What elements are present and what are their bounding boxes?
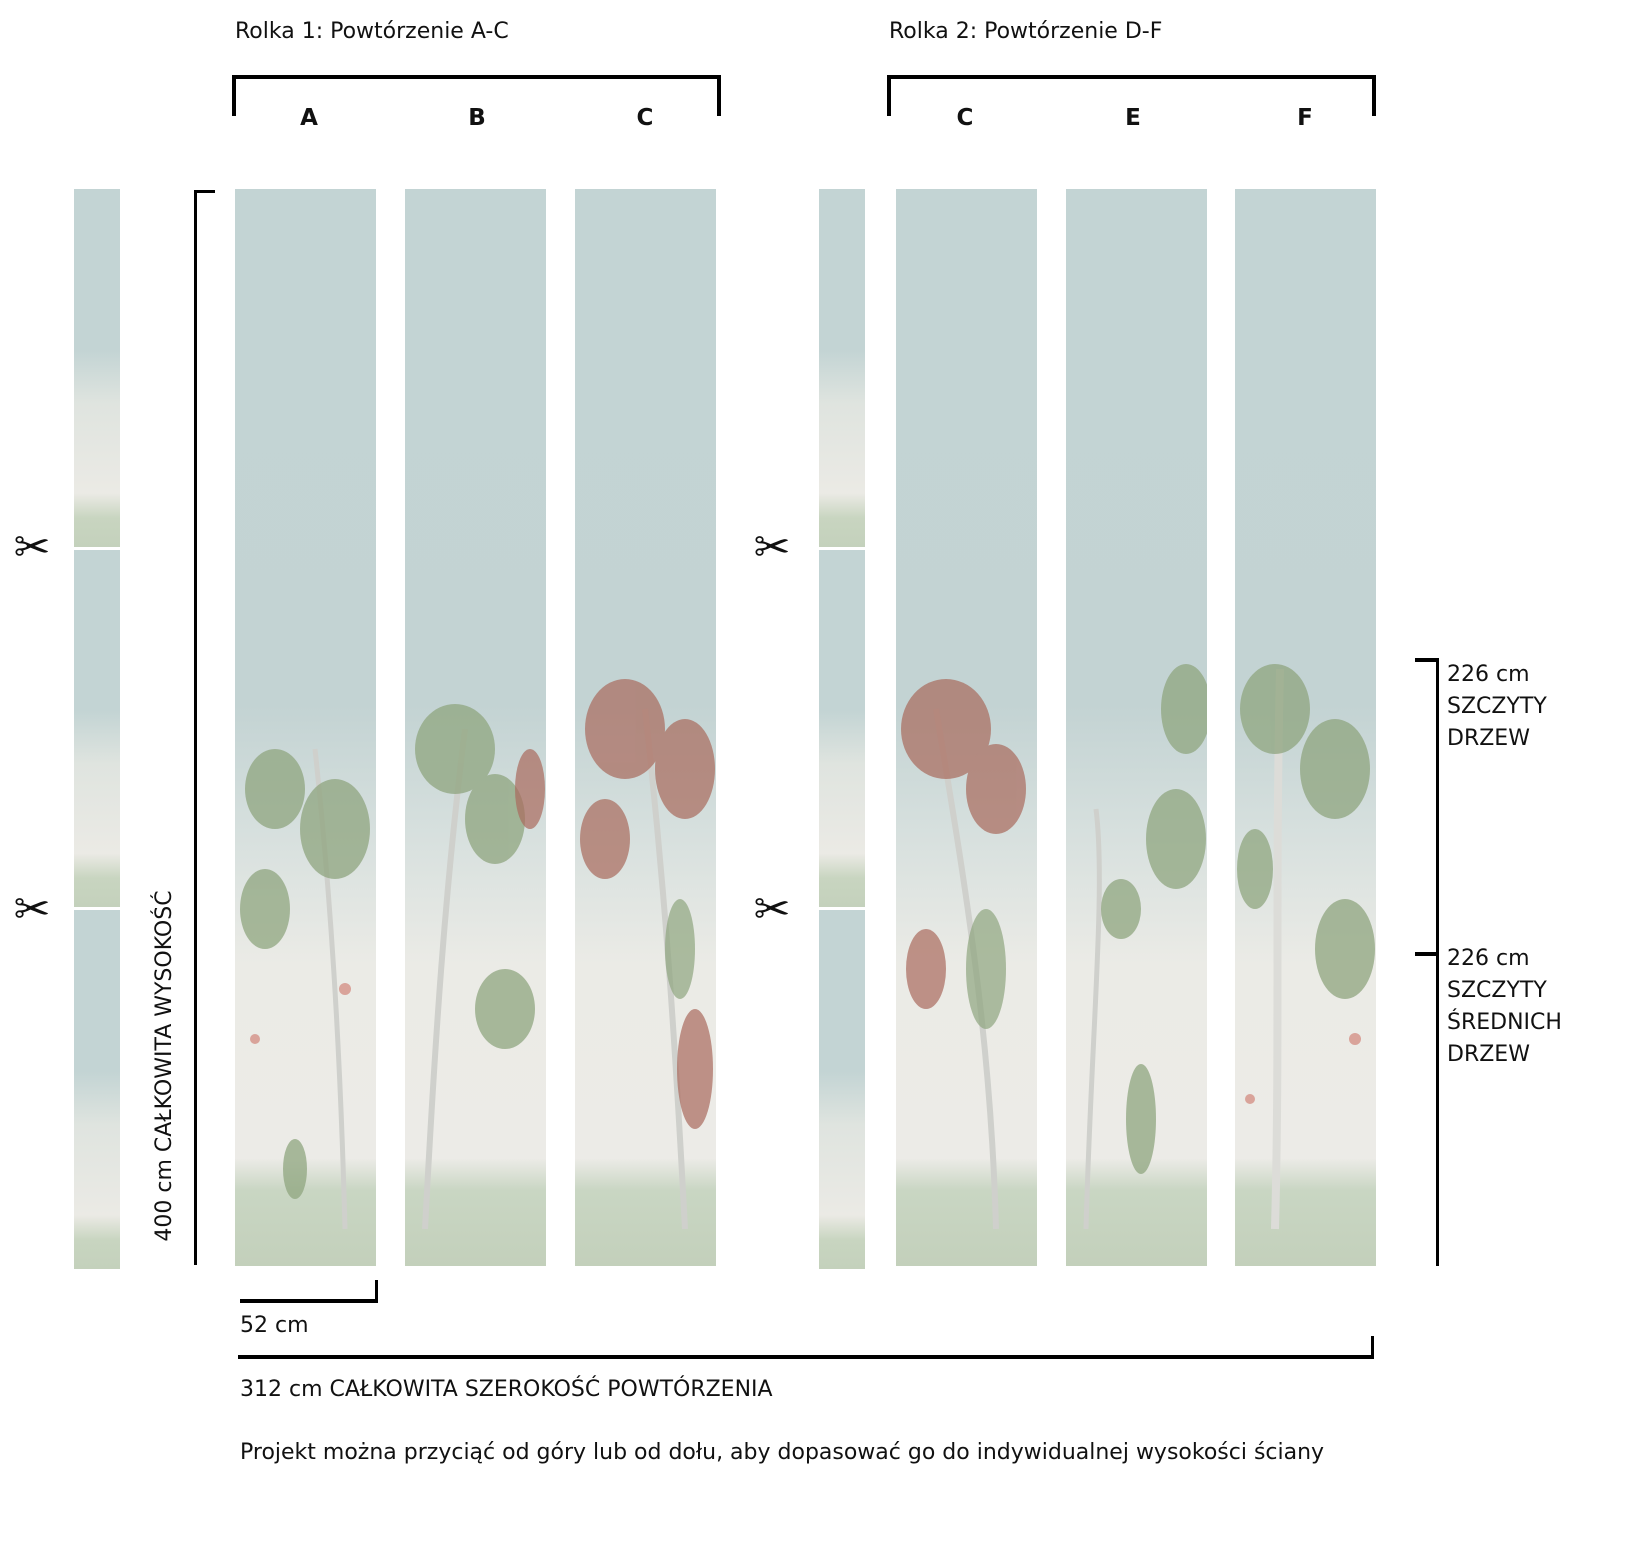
mid-tree-tops-value: 226 cm (1447, 946, 1530, 971)
tree-tops-label: 226 cm SZCZYTY DRZEW (1447, 659, 1547, 755)
roll1-title: Rolka 1: Powtórzenie A-C (235, 19, 509, 44)
roll1-strip-segment (74, 550, 120, 907)
mid-tree-tops-label: 226 cm SZCZYTY ŚREDNICH DRZEW (1447, 943, 1562, 1071)
scissors-icon: ✂ (753, 884, 791, 935)
tree-tops-line2: DRZEW (1447, 726, 1530, 751)
panel-label-a: A (300, 105, 318, 131)
bracket-tick (717, 75, 721, 116)
tree-tops-line1: SZCZYTY (1447, 694, 1547, 719)
height-label: 400 cm CAŁKOWITA WYSOKOŚĆ (152, 890, 177, 1242)
bracket-tick (194, 190, 215, 193)
roll2-strip-segment (819, 550, 865, 907)
bracket-tick (232, 75, 236, 116)
panel-label-b: B (468, 105, 486, 131)
mid-tree-tops-line2: ŚREDNICH (1447, 1010, 1562, 1035)
panel-c2 (896, 189, 1037, 1266)
panel-c (575, 189, 716, 1266)
bracket-tick (1415, 658, 1439, 662)
roll2-title: Rolka 2: Powtórzenie D-F (889, 19, 1163, 44)
scissors-icon: ✂ (13, 884, 51, 935)
roll2-bracket (887, 75, 1376, 79)
panel-label-c: C (636, 105, 654, 131)
panel-width-bracket (240, 1299, 378, 1303)
roll1-bracket (232, 75, 721, 79)
tree-tops-value: 226 cm (1447, 662, 1530, 687)
panel-e (1066, 189, 1207, 1266)
scissors-icon: ✂ (753, 522, 791, 573)
bracket-tick (887, 75, 891, 116)
panel-f (1235, 189, 1376, 1266)
mid-tree-tops-line1: SZCZYTY (1447, 978, 1547, 1003)
total-width-bracket (238, 1355, 1374, 1359)
roll2-strip-segment (819, 910, 865, 1269)
panel-b (405, 189, 546, 1266)
roll1-strip-segment (74, 189, 120, 547)
total-width-label: 312 cm CAŁKOWITA SZEROKOŚĆ POWTÓRZENIA (240, 1377, 773, 1402)
bracket-tick (1415, 952, 1439, 956)
tree-height-bracket (1436, 659, 1439, 1266)
bracket-tick (375, 1280, 378, 1303)
panel-a (235, 189, 376, 1266)
panel-width-label: 52 cm (240, 1313, 309, 1338)
bracket-tick (1371, 1336, 1374, 1359)
panel-label-c2: C (956, 105, 974, 131)
trim-note: Projekt można przyciąć od góry lub od do… (240, 1440, 1325, 1465)
roll1-strip-segment (74, 910, 120, 1269)
panel-label-e: E (1125, 105, 1141, 131)
mid-tree-tops-line3: DRZEW (1447, 1042, 1530, 1067)
scissors-icon: ✂ (13, 522, 51, 573)
panel-label-f: F (1297, 105, 1313, 131)
roll2-strip-segment (819, 189, 865, 547)
height-bracket (194, 190, 197, 1265)
bracket-tick (1372, 75, 1376, 116)
